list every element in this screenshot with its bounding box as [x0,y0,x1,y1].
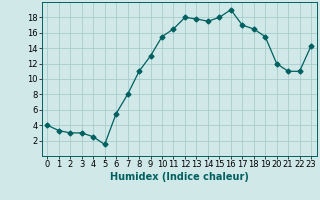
X-axis label: Humidex (Indice chaleur): Humidex (Indice chaleur) [110,172,249,182]
